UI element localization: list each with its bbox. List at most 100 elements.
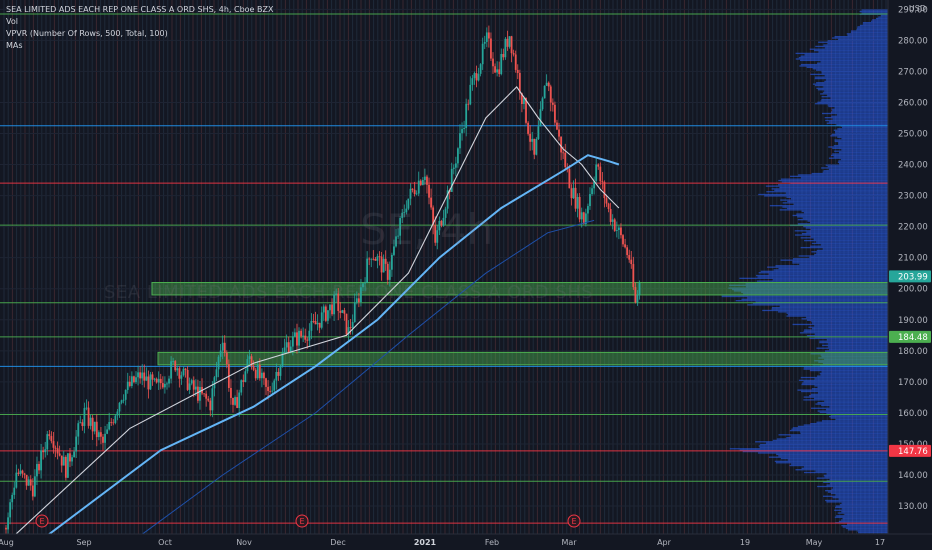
volume-bar bbox=[816, 252, 888, 254]
volume-bar bbox=[825, 409, 888, 411]
volume-bar bbox=[765, 185, 888, 187]
candle-body bbox=[108, 422, 111, 430]
candle-body bbox=[267, 386, 269, 391]
volume-bar bbox=[830, 414, 888, 416]
candle-body bbox=[413, 189, 416, 194]
volume-bar bbox=[803, 471, 888, 474]
volume-bar bbox=[759, 446, 888, 449]
volume-bar bbox=[791, 463, 888, 465]
candle-body bbox=[487, 32, 490, 39]
volume-bar bbox=[830, 492, 888, 495]
volume-bar bbox=[757, 276, 888, 278]
volume-bar bbox=[820, 374, 888, 376]
candle-body bbox=[543, 85, 546, 99]
volume-bar bbox=[825, 164, 888, 166]
volume-bar bbox=[806, 231, 888, 233]
volume-bar bbox=[826, 339, 888, 341]
candle-body bbox=[5, 527, 7, 530]
volume-bar bbox=[755, 301, 888, 303]
legend-title[interactable]: SEA LIMITED ADS EACH REP ONE CLASS A ORD… bbox=[6, 5, 274, 14]
candle-body bbox=[500, 54, 503, 75]
candle-body bbox=[558, 129, 560, 137]
earnings-label: E bbox=[571, 517, 576, 526]
candle-body bbox=[248, 356, 251, 360]
volume-bar bbox=[821, 72, 888, 74]
volume-bar bbox=[875, 17, 888, 20]
candle-body bbox=[199, 386, 201, 401]
candle-body bbox=[192, 380, 195, 390]
volume-bar bbox=[842, 526, 888, 528]
candle-body bbox=[525, 97, 527, 123]
candle-body bbox=[368, 258, 371, 260]
candle-body bbox=[289, 346, 292, 353]
volume-bar bbox=[819, 411, 888, 414]
volume-bar bbox=[822, 248, 888, 250]
candle-body bbox=[599, 166, 602, 182]
candle-body bbox=[58, 453, 61, 456]
candle-body bbox=[50, 436, 53, 442]
volume-bar bbox=[821, 355, 888, 358]
candle-body bbox=[246, 359, 249, 372]
candle-body bbox=[281, 352, 284, 366]
volume-bar bbox=[792, 214, 888, 217]
volume-bar bbox=[803, 212, 888, 214]
candle-body bbox=[424, 176, 426, 180]
y-tick-label: 190.00 bbox=[898, 316, 928, 326]
candle-body bbox=[393, 246, 395, 255]
volume-bar bbox=[858, 531, 888, 534]
candle-body bbox=[110, 422, 113, 423]
y-tick-label: 220.00 bbox=[898, 223, 928, 233]
volume-bar bbox=[817, 392, 888, 394]
candles bbox=[5, 25, 641, 538]
volume-bar bbox=[837, 161, 888, 164]
candle-body bbox=[620, 227, 622, 236]
candle-body bbox=[461, 129, 463, 134]
candle-body bbox=[351, 321, 354, 328]
candle-body bbox=[366, 258, 369, 283]
candle-body bbox=[287, 342, 290, 353]
candle-body bbox=[308, 330, 311, 341]
candle-body bbox=[91, 417, 94, 432]
candle-body bbox=[145, 376, 148, 381]
candle-body bbox=[114, 415, 117, 423]
candle-body bbox=[556, 122, 558, 130]
volume-bar bbox=[828, 343, 888, 345]
volume-bar bbox=[758, 193, 888, 196]
candle-body bbox=[490, 38, 492, 59]
legend-mas[interactable]: MAs bbox=[6, 41, 23, 50]
volume-bar bbox=[878, 16, 888, 18]
volume-bar bbox=[826, 413, 888, 415]
volume-bar bbox=[755, 441, 888, 443]
candle-body bbox=[364, 282, 366, 284]
volume-bar bbox=[823, 495, 888, 497]
candle-body bbox=[219, 350, 222, 357]
candle-body bbox=[161, 383, 164, 388]
volume-bar bbox=[810, 245, 888, 247]
volume-bar bbox=[807, 220, 888, 222]
legend-vol[interactable]: Vol bbox=[6, 17, 18, 26]
volume-bar bbox=[782, 206, 888, 208]
volume-bar bbox=[771, 307, 888, 309]
earnings-label: E bbox=[299, 517, 304, 526]
candle-body bbox=[467, 103, 470, 105]
candle-body bbox=[71, 457, 73, 462]
volume-bar bbox=[731, 288, 888, 291]
volume-bar bbox=[835, 418, 888, 421]
volume-bar bbox=[834, 139, 888, 141]
volume-bar bbox=[847, 529, 888, 531]
y-tick-label: 200.00 bbox=[898, 285, 928, 295]
volume-bar bbox=[790, 175, 888, 177]
volume-bar bbox=[775, 265, 888, 267]
price-label-text: 184.48 bbox=[898, 333, 928, 343]
legend-vpvr[interactable]: VPVR (Number Of Rows, 500, Total, 100) bbox=[6, 29, 168, 38]
candle-body bbox=[320, 312, 323, 328]
volume-bar bbox=[815, 470, 888, 472]
candle-body bbox=[159, 378, 162, 384]
candle-body bbox=[242, 380, 245, 382]
volume-bar bbox=[816, 241, 888, 243]
volume-bar bbox=[816, 477, 888, 479]
candle-body bbox=[124, 389, 127, 400]
volume-bar bbox=[810, 235, 888, 238]
candle-body bbox=[73, 451, 75, 458]
